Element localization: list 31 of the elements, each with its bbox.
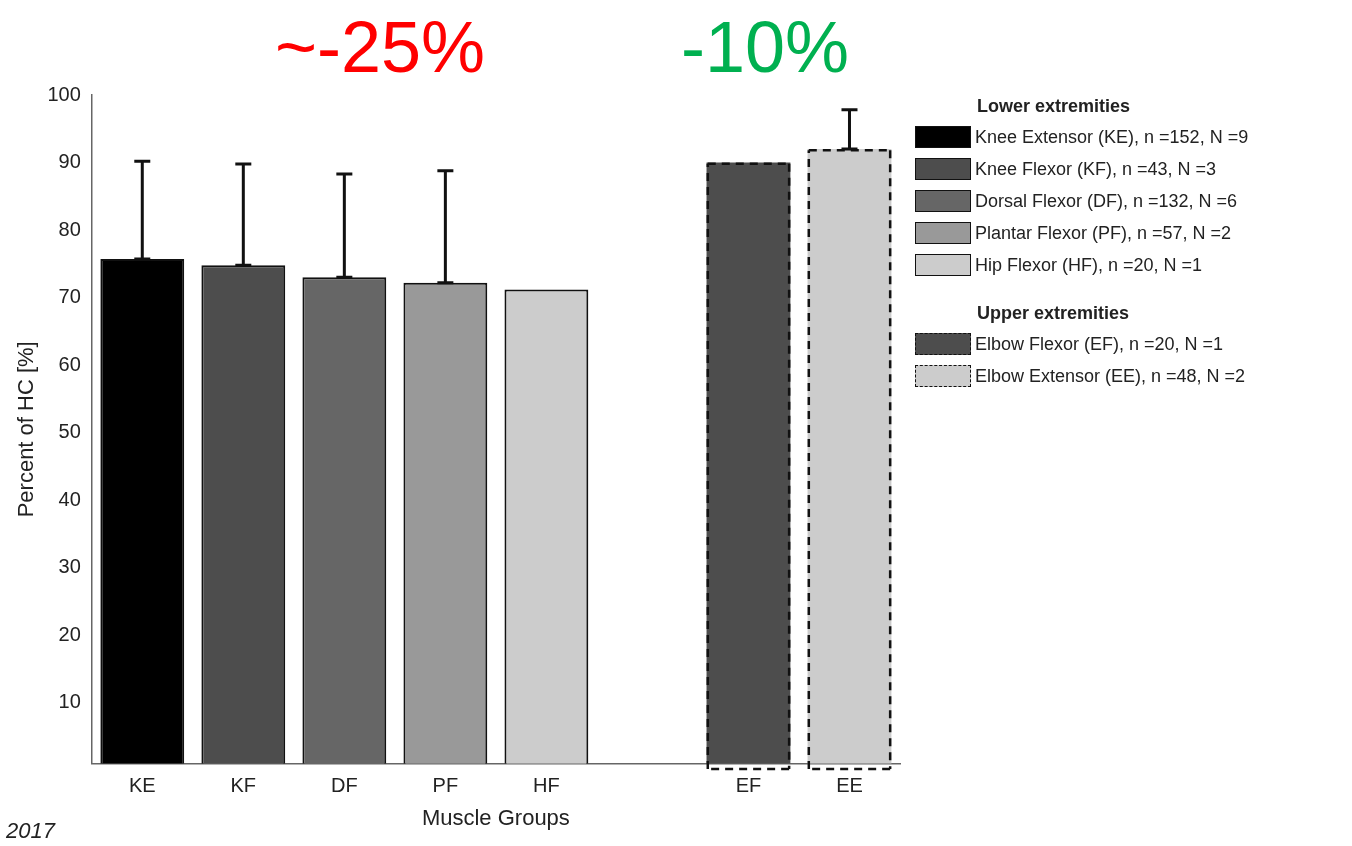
x-axis-title: Muscle Groups [421,804,570,830]
y-tick-label: 90 [58,150,81,173]
y-tick-label: 60 [58,352,81,375]
y-tick-label: 50 [58,420,81,443]
y-tick-label: 40 [58,487,81,510]
text: -10% [680,7,850,87]
y-tick-label: 100 [47,82,81,105]
y-tick-label: 70 [58,285,81,308]
x-tick-label: HF [533,774,560,797]
legend-label: Elbow Flexor (EF), n =20, N =1 [975,333,1224,355]
x-tick-label: EE [836,774,863,797]
text: 2017 [5,818,56,843]
text: Upper extremities [977,303,1131,324]
y-tick-label: 30 [58,555,81,578]
legend-label: Plantar Flexor (PF), n =57, N =2 [975,222,1232,244]
legend-label: Elbow Extensor (EE), n =48, N =2 [975,365,1246,387]
y-tick-label: 80 [58,217,81,240]
x-tick-label: PF [432,774,459,797]
x-tick-label: EF [735,774,762,797]
text: Lower extremities [977,96,1132,117]
y-axis-title: Percent of HC [%] [13,341,39,518]
x-tick-label: KE [128,774,156,797]
legend-label: Knee Extensor (KE), n =152, N =9 [975,126,1249,148]
y-tick-label: 10 [58,690,81,713]
legend-label: Knee Flexor (KF), n =43, N =3 [975,158,1217,180]
x-tick-label: DF [331,774,358,797]
legend-label: Dorsal Flexor (DF), n =132, N =6 [975,190,1238,212]
x-tick-label: KF [230,774,257,797]
legend-label: Hip Flexor (HF), n =20, N =1 [975,254,1203,276]
text: ~-25% [274,7,486,87]
y-tick-label: 20 [58,622,81,645]
